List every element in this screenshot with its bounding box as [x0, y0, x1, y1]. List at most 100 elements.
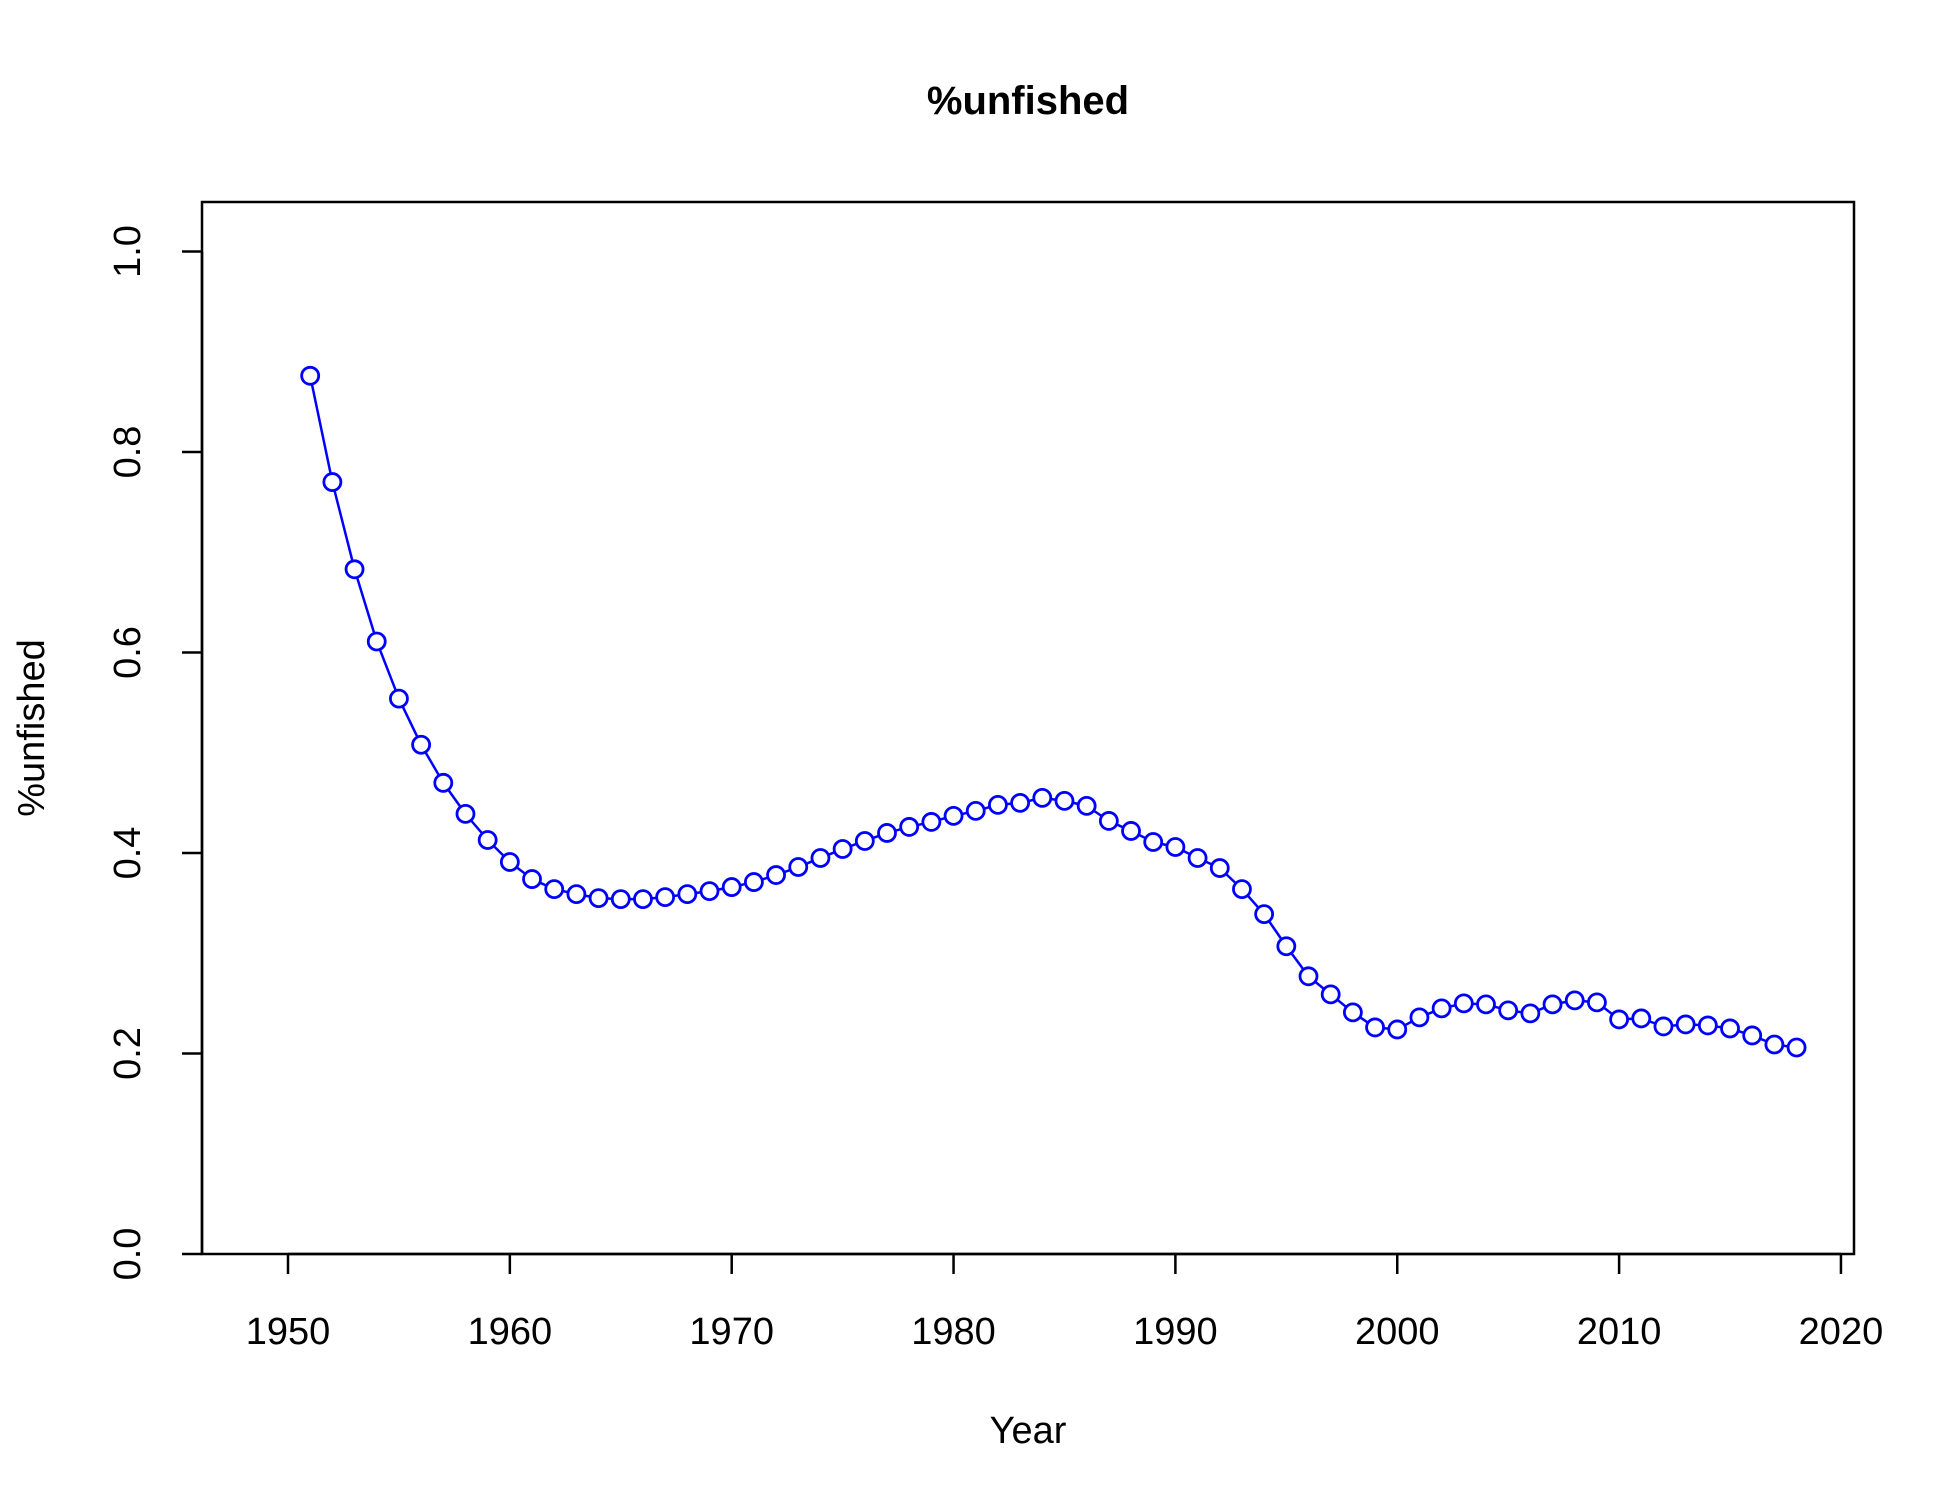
- data-point: [1742, 1025, 1763, 1046]
- data-point: [1254, 904, 1275, 925]
- data-point: [1143, 832, 1164, 852]
- data-point: [366, 631, 387, 652]
- data-point: [1675, 1014, 1696, 1035]
- data-point: [1476, 994, 1496, 1015]
- x-tick-label: 2020: [1799, 1311, 1884, 1353]
- series-line-segment: [447, 789, 462, 808]
- data-point: [921, 812, 942, 832]
- series-line-segment: [1290, 952, 1305, 971]
- y-tick-label: 0.6: [107, 626, 149, 679]
- series-layer: [300, 365, 1807, 1058]
- data-point: [1431, 998, 1452, 1019]
- series-line-segment: [1092, 809, 1103, 818]
- series-line-segment: [470, 819, 484, 835]
- x-tick-label: 1980: [911, 1311, 996, 1353]
- y-tick-label: 0.8: [107, 426, 149, 479]
- series-line-segment: [333, 490, 354, 562]
- data-point: [965, 800, 986, 821]
- data-point: [1453, 993, 1474, 1014]
- x-tick-label: 2010: [1577, 1311, 1662, 1353]
- data-point: [1076, 795, 1097, 816]
- y-tick-label: 0.4: [107, 827, 149, 880]
- x-tick-label: 2000: [1355, 1311, 1440, 1353]
- y-axis-label: %unfished: [11, 639, 53, 816]
- data-point: [1342, 1002, 1363, 1023]
- data-point: [522, 869, 542, 889]
- y-tick-label: 1.0: [107, 225, 149, 278]
- data-point: [1587, 992, 1607, 1013]
- data-point: [1232, 879, 1252, 899]
- x-tick-label: 1990: [1133, 1311, 1218, 1353]
- data-point: [499, 852, 520, 872]
- data-point: [1387, 1019, 1408, 1040]
- data-point: [943, 806, 964, 826]
- data-point: [1520, 1003, 1541, 1024]
- x-tick-label: 1970: [689, 1311, 774, 1353]
- series-line-segment: [355, 577, 376, 634]
- data-point: [344, 559, 365, 580]
- series-line-segment: [1314, 980, 1325, 990]
- data-point: [610, 889, 631, 910]
- series-line-segment: [515, 866, 527, 875]
- chart-title: %unfished: [927, 79, 1129, 123]
- data-point: [1298, 966, 1319, 987]
- data-point: [721, 877, 742, 897]
- series-line-segment: [1602, 1006, 1614, 1016]
- series-line-segment: [401, 705, 419, 738]
- y-tick-label: 0.2: [107, 1027, 149, 1080]
- data-point: [1276, 936, 1297, 957]
- data-point: [1187, 848, 1208, 868]
- series-line-segment: [310, 383, 332, 475]
- data-point: [1720, 1018, 1740, 1039]
- data-point: [699, 881, 720, 901]
- data-point: [1631, 1008, 1652, 1029]
- data-point: [1609, 1009, 1629, 1030]
- data-point: [832, 839, 853, 859]
- data-point: [322, 472, 343, 492]
- y-axis: 0.0 0.2 0.4 0.6 0.8 1.0: [107, 225, 204, 1281]
- data-point: [788, 857, 809, 877]
- x-axis-label: Year: [990, 1410, 1067, 1452]
- data-point: [766, 865, 786, 885]
- data-point: [988, 794, 1008, 815]
- data-point: [1764, 1034, 1785, 1055]
- data-point: [433, 772, 454, 793]
- data-point: [455, 804, 476, 824]
- data-point: [854, 831, 875, 851]
- data-point: [544, 879, 565, 899]
- data-point: [1320, 984, 1341, 1005]
- data-point: [1054, 790, 1075, 811]
- data-point: [566, 884, 587, 905]
- data-point: [1542, 994, 1563, 1015]
- data-point: [743, 872, 764, 892]
- data-point: [588, 888, 609, 909]
- data-point: [1365, 1017, 1385, 1038]
- x-tick-label: 1960: [468, 1311, 553, 1353]
- data-point: [1786, 1037, 1807, 1058]
- plot-frame: [200, 200, 1856, 1256]
- data-point: [1010, 792, 1031, 813]
- data-point: [1098, 811, 1119, 831]
- data-point: [1032, 787, 1053, 808]
- y-tick-label: 0.0: [107, 1228, 149, 1281]
- data-point: [1409, 1007, 1430, 1028]
- data-point: [810, 848, 831, 868]
- data-point: [1121, 821, 1141, 841]
- data-point: [1564, 990, 1585, 1011]
- series-line-segment: [1225, 872, 1237, 885]
- data-point: [389, 688, 409, 709]
- data-point: [1697, 1015, 1718, 1036]
- series-line-segment: [1359, 1016, 1369, 1024]
- series-line-segment: [1246, 894, 1260, 909]
- data-point: [477, 830, 498, 850]
- series-line-segment: [1267, 920, 1283, 940]
- data-point: [877, 823, 897, 843]
- data-point: [633, 889, 653, 910]
- series-line-segment: [378, 648, 398, 692]
- data-point: [899, 817, 920, 837]
- data-point: [411, 734, 432, 755]
- data-point: [677, 884, 698, 905]
- x-tick-label: 1950: [246, 1311, 331, 1353]
- series-line-segment: [1336, 998, 1348, 1009]
